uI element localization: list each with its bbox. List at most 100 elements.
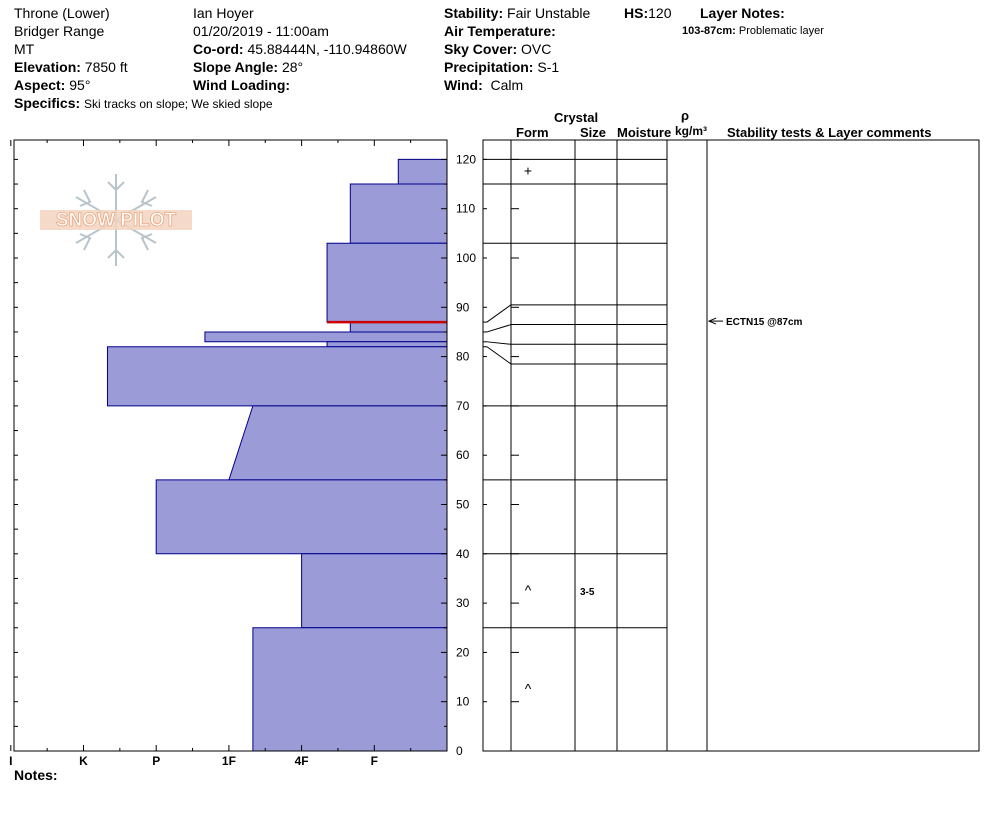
form-symbol-11: ^ [525, 680, 532, 696]
air-temp-label: Air Temperature: [444, 23, 556, 39]
hardness-layer-5 [204, 331, 448, 343]
hardness-label-P: P [152, 754, 160, 768]
density-rho-header: ρ [681, 108, 690, 123]
table-frame [482, 139, 980, 752]
range-name: Bridger Range [14, 23, 105, 39]
slope-value: 28° [281, 59, 304, 75]
hardness-layer-6 [326, 341, 448, 348]
size-header: Size [580, 125, 607, 140]
hardness-label-I: I [9, 754, 12, 768]
stability: Stability: Fair Unstable [444, 4, 590, 22]
hardness-label-1F: 1F [222, 754, 236, 768]
watermark-text: SNOW PILOT [56, 210, 177, 231]
moisture-header: Moisture [617, 125, 672, 140]
y-tick-label-0: 0 [456, 744, 463, 758]
specifics-value: Ski tracks on slope; We skied slope [84, 97, 273, 111]
sky-label: Sky Cover: [444, 41, 518, 57]
specifics-label: Specifics: [14, 95, 81, 111]
form-header: Form [516, 125, 549, 140]
layer-notes-label: Layer Notes: [700, 5, 785, 21]
datetime: 01/20/2019 - 11:00am [193, 23, 329, 39]
hardness-layer-8 [228, 405, 448, 481]
size-value-10: 3-5 [580, 587, 595, 598]
stability-value: Fair Unstable [507, 5, 591, 21]
connector-7 [486, 346, 512, 365]
layer-notes-title: Layer Notes: [700, 4, 785, 22]
hardness-layer-1 [397, 158, 448, 185]
hardness-layer-4 [349, 321, 448, 333]
form-symbol-1: + [524, 163, 532, 179]
wind-loading-label: Wind Loading: [193, 77, 291, 93]
hardness-label-F: F [371, 754, 378, 768]
stability-arrow-head-1 [707, 317, 717, 325]
aspect-label: Aspect: [14, 77, 66, 93]
y-tick-label-90: 90 [456, 300, 470, 314]
y-tick-label-10: 10 [456, 695, 470, 709]
connector-5 [486, 324, 512, 333]
hardness-label-K: K [79, 754, 88, 768]
hardness-frame [13, 139, 448, 752]
y-tick-label-30: 30 [456, 596, 470, 610]
y-tick-label-60: 60 [456, 448, 470, 462]
coord-value: 45.88444N, -110.94860W [247, 41, 407, 57]
sky-value: OVC [521, 41, 552, 57]
snowpilot-logo: SNOW PILOT [40, 174, 192, 266]
density-unit-header: kg/m³ [675, 124, 708, 138]
snow-height: HS:120 [624, 4, 671, 22]
y-tick-label-100: 100 [456, 251, 476, 265]
hardness-label-4F: 4F [295, 754, 309, 768]
stability-header: Stability tests & Layer comments [727, 125, 932, 140]
layer-table [482, 139, 980, 752]
hardness-layer-3 [326, 242, 448, 323]
notes: Notes: [14, 766, 58, 784]
aspect: Aspect: 95° [14, 76, 90, 94]
connector-4 [486, 304, 512, 323]
connector-6 [486, 341, 512, 345]
y-tick-label-70: 70 [456, 399, 470, 413]
layer-note-text: Problematic layer [738, 25, 824, 37]
chart-frame [10, 139, 448, 752]
stability-label: Stability: [444, 5, 504, 21]
hs-label: HS: [624, 5, 649, 21]
hardness-layer-9 [155, 479, 448, 555]
elevation-value: 7850 ft [84, 59, 128, 75]
y-tick-label-20: 20 [456, 645, 470, 659]
hardness-layer-10 [301, 553, 448, 629]
aspect-value: 95° [69, 77, 91, 93]
site-name: Throne (Lower) [14, 5, 110, 21]
y-tick-label-80: 80 [456, 350, 470, 364]
sky-cover: Sky Cover: OVC [444, 40, 551, 58]
chart-labels: 0 10 20 30 40 50 60 70 80 90 100 110 120 I K P 1F 4F F + ^ 3-… [9, 152, 802, 768]
wind: Wind: Calm [444, 76, 523, 94]
wind-loading: Wind Loading: [193, 76, 290, 94]
slope-angle: Slope Angle: 28° [193, 58, 303, 76]
wind-value: Calm [490, 77, 524, 93]
crystal-header: Crystal [554, 110, 599, 125]
wind-label: Wind: [444, 77, 483, 93]
y-tick-label-50: 50 [456, 498, 470, 512]
hardness-layer-11 [252, 627, 448, 752]
state-name: MT [14, 41, 35, 57]
y-tick-label-110: 110 [456, 202, 475, 216]
precipitation: Precipitation: S-1 [444, 58, 559, 76]
elevation-label: Elevation: [14, 59, 81, 75]
layer-note: 103-87cm: Problematic layer [682, 22, 824, 40]
form-symbol-10: ^ [525, 582, 532, 598]
coord-label: Co-ord: [193, 41, 244, 57]
hs-value: 120 [648, 5, 672, 21]
elevation: Elevation: 7850 ft [14, 58, 128, 76]
y-tick-label-120: 120 [456, 152, 476, 166]
air-temperature: Air Temperature: [444, 22, 556, 40]
layer-note-range: 103-87cm: [682, 25, 736, 37]
slope-label: Slope Angle: [193, 59, 279, 75]
observer: Ian Hoyer [193, 5, 254, 21]
precip-label: Precipitation: [444, 59, 534, 75]
stability-test-label-1: ECTN15 @87cm [726, 317, 803, 328]
hardness-layer-7 [106, 346, 448, 407]
specifics: Specifics: Ski tracks on slope; We skied… [14, 94, 273, 113]
hardness-layer-2 [349, 183, 448, 244]
y-tick-label-40: 40 [456, 547, 470, 561]
coordinates: Co-ord: 45.88444N, -110.94860W [193, 40, 407, 58]
hardness-profile [106, 158, 448, 752]
